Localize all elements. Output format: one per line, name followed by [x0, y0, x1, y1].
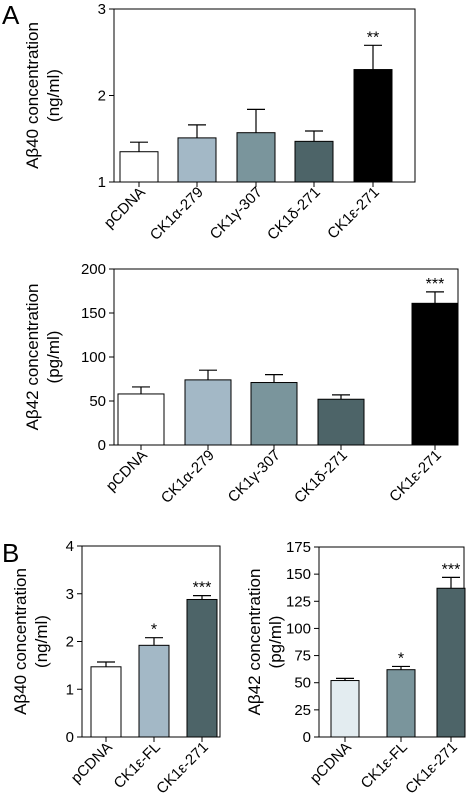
- chart3-ytick-label: 4: [66, 538, 74, 555]
- chart3-significance: *: [151, 622, 157, 639]
- chart3-ytick-label: 3: [66, 586, 74, 603]
- chart1-bar: [353, 69, 393, 183]
- chart3-ylabel: Aβ40 concentration: [11, 568, 30, 715]
- chart2-bar: [250, 382, 298, 446]
- chart2-bar: [411, 302, 459, 446]
- chart4-ytick-label: 175: [286, 539, 311, 556]
- chart1-bar: [294, 140, 334, 183]
- chart1-bar: [177, 137, 217, 183]
- chart3-ytick-label: 0: [66, 729, 74, 746]
- chart2-category-label: pCDNA: [103, 447, 151, 495]
- chart1-category-label: pCDNA: [101, 184, 149, 232]
- chart1-category-label: CK1γ-307: [207, 184, 266, 243]
- chart4-ylabel: Aβ42 concentration: [245, 569, 264, 716]
- chart2-ytick-label: 0: [98, 437, 106, 454]
- chart4-bar: [386, 669, 416, 738]
- chart3-category-label: CK1ε-271: [153, 739, 212, 797]
- chart1-ylabel: Aβ40 concentration: [23, 22, 42, 169]
- chart1-ylabel: (ng/ml): [44, 69, 63, 122]
- chart1-bar: [236, 132, 276, 183]
- chart2-significance: ***: [426, 276, 445, 293]
- chart3-ylabel: (ng/ml): [32, 615, 51, 668]
- chart4-ytick-label: 0: [303, 729, 311, 746]
- chart2-category-label: CK1γ-307: [225, 447, 284, 506]
- chart2-bar: [317, 398, 365, 446]
- chart2-ylabel: Aβ42 concentration: [23, 284, 42, 431]
- chart1-ytick-label: 3: [98, 1, 106, 18]
- chart4-ytick-label: 100: [286, 620, 311, 637]
- chart1-category-label: CK1δ-271: [264, 184, 324, 244]
- panel-letter-b: B: [2, 538, 19, 568]
- chart3-bar: [186, 598, 218, 738]
- chart3-bar: [90, 666, 122, 738]
- chart1-bar: [119, 151, 159, 183]
- chart4-ytick-label: 150: [286, 566, 311, 583]
- chart1-category-label: CK1α-279: [147, 184, 207, 244]
- chart1-ytick-label: 1: [98, 174, 106, 191]
- chart4-ytick-label: 50: [294, 675, 311, 692]
- chart2-ytick-label: 50: [89, 393, 106, 410]
- chart1-significance: **: [367, 29, 379, 46]
- chart4-bar: [330, 680, 360, 738]
- chart3-category-label: pCDNA: [68, 739, 116, 787]
- chart3-significance: ***: [193, 580, 212, 597]
- chart2-category-label: CK1α-279: [158, 447, 218, 507]
- chart4-ylabel: (pg/ml): [266, 616, 285, 669]
- chart1-category-label: CK1ε-271: [324, 184, 383, 243]
- chart4-ytick-label: 75: [294, 648, 311, 665]
- chart4-ytick-label: 125: [286, 593, 311, 610]
- chart3-ytick-label: 1: [66, 681, 74, 698]
- chart2-bar: [117, 393, 165, 446]
- chart1-ytick-label: 2: [98, 88, 106, 105]
- chart4-ytick-label: 25: [294, 702, 311, 719]
- chart2-bar: [184, 379, 232, 446]
- chart4-significance: *: [398, 650, 404, 667]
- chart2-ytick-label: 100: [81, 349, 106, 366]
- chart2-category-label: CK1δ-271: [291, 447, 351, 507]
- chart2-ytick-label: 200: [81, 261, 106, 278]
- chart3-ytick-label: 2: [66, 634, 74, 651]
- chart4-category-label: pCDNA: [307, 739, 355, 787]
- chart2-ytick-label: 150: [81, 305, 106, 322]
- chart4-significance: ***: [442, 561, 461, 578]
- chart2-category-label: CK1ε-271: [386, 447, 445, 506]
- panel-letter-a: A: [2, 0, 20, 30]
- chart4-bar: [436, 587, 466, 738]
- chart2-ylabel: (pg/ml): [44, 331, 63, 384]
- chart3-bar: [138, 644, 170, 738]
- chart4-category-label: CK1ε-271: [402, 739, 461, 797]
